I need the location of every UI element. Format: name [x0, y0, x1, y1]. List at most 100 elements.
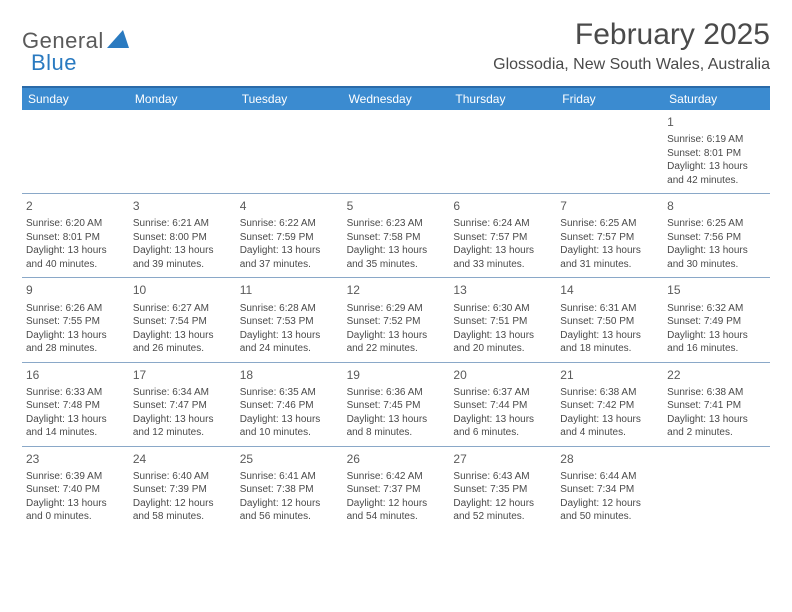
week-row: 2Sunrise: 6:20 AMSunset: 8:01 PMDaylight…	[22, 193, 770, 277]
dayhead-fri: Friday	[556, 88, 663, 110]
daylight-text: and 8 minutes.	[347, 426, 446, 440]
calendar-cell	[236, 110, 343, 193]
daylight-text: Daylight: 13 hours	[133, 413, 232, 427]
sunrise-text: Sunrise: 6:23 AM	[347, 217, 446, 231]
sunset-text: Sunset: 7:56 PM	[667, 231, 766, 245]
calendar-cell	[556, 110, 663, 193]
day-number: 8	[667, 198, 766, 214]
daylight-text: and 52 minutes.	[453, 510, 552, 524]
day-number: 20	[453, 367, 552, 383]
calendar-cell: 11Sunrise: 6:28 AMSunset: 7:53 PMDayligh…	[236, 278, 343, 361]
calendar-cell	[343, 110, 450, 193]
daylight-text: Daylight: 13 hours	[453, 413, 552, 427]
sunrise-text: Sunrise: 6:44 AM	[560, 470, 659, 484]
calendar-cell: 23Sunrise: 6:39 AMSunset: 7:40 PMDayligh…	[22, 447, 129, 530]
day-number: 19	[347, 367, 446, 383]
day-number: 7	[560, 198, 659, 214]
week-row: 16Sunrise: 6:33 AMSunset: 7:48 PMDayligh…	[22, 362, 770, 446]
daylight-text: and 31 minutes.	[560, 258, 659, 272]
calendar-page: General February 2025 Glossodia, New Sou…	[0, 0, 792, 548]
daylight-text: Daylight: 13 hours	[667, 244, 766, 258]
calendar-cell: 28Sunrise: 6:44 AMSunset: 7:34 PMDayligh…	[556, 447, 663, 530]
sunset-text: Sunset: 7:39 PM	[133, 483, 232, 497]
sunrise-text: Sunrise: 6:41 AM	[240, 470, 339, 484]
calendar-cell: 3Sunrise: 6:21 AMSunset: 8:00 PMDaylight…	[129, 194, 236, 277]
header: General February 2025 Glossodia, New Sou…	[22, 18, 770, 74]
daylight-text: and 6 minutes.	[453, 426, 552, 440]
sunset-text: Sunset: 7:35 PM	[453, 483, 552, 497]
daylight-text: and 39 minutes.	[133, 258, 232, 272]
calendar-cell: 13Sunrise: 6:30 AMSunset: 7:51 PMDayligh…	[449, 278, 556, 361]
sunrise-text: Sunrise: 6:43 AM	[453, 470, 552, 484]
daylight-text: and 42 minutes.	[667, 174, 766, 188]
daylight-text: Daylight: 13 hours	[560, 329, 659, 343]
calendar-cell	[663, 447, 770, 530]
dayhead-tue: Tuesday	[236, 88, 343, 110]
title-block: February 2025 Glossodia, New South Wales…	[493, 18, 770, 74]
daylight-text: Daylight: 13 hours	[347, 413, 446, 427]
calendar-cell	[129, 110, 236, 193]
daylight-text: and 20 minutes.	[453, 342, 552, 356]
daylight-text: and 50 minutes.	[560, 510, 659, 524]
day-number: 25	[240, 451, 339, 467]
calendar-cell: 27Sunrise: 6:43 AMSunset: 7:35 PMDayligh…	[449, 447, 556, 530]
calendar-cell: 15Sunrise: 6:32 AMSunset: 7:49 PMDayligh…	[663, 278, 770, 361]
calendar-cell: 17Sunrise: 6:34 AMSunset: 7:47 PMDayligh…	[129, 363, 236, 446]
day-number: 16	[26, 367, 125, 383]
week-row: 23Sunrise: 6:39 AMSunset: 7:40 PMDayligh…	[22, 446, 770, 530]
daylight-text: Daylight: 13 hours	[26, 497, 125, 511]
sunrise-text: Sunrise: 6:38 AM	[667, 386, 766, 400]
daylight-text: Daylight: 13 hours	[26, 413, 125, 427]
sunrise-text: Sunrise: 6:24 AM	[453, 217, 552, 231]
sunrise-text: Sunrise: 6:19 AM	[667, 133, 766, 147]
sunset-text: Sunset: 7:59 PM	[240, 231, 339, 245]
sunset-text: Sunset: 7:53 PM	[240, 315, 339, 329]
daylight-text: Daylight: 13 hours	[133, 329, 232, 343]
calendar-cell: 9Sunrise: 6:26 AMSunset: 7:55 PMDaylight…	[22, 278, 129, 361]
sunset-text: Sunset: 7:57 PM	[453, 231, 552, 245]
day-number: 22	[667, 367, 766, 383]
sunset-text: Sunset: 7:48 PM	[26, 399, 125, 413]
daylight-text: and 37 minutes.	[240, 258, 339, 272]
day-number: 14	[560, 282, 659, 298]
sunrise-text: Sunrise: 6:25 AM	[560, 217, 659, 231]
sunrise-text: Sunrise: 6:39 AM	[26, 470, 125, 484]
daylight-text: Daylight: 12 hours	[347, 497, 446, 511]
sunset-text: Sunset: 7:55 PM	[26, 315, 125, 329]
daylight-text: and 54 minutes.	[347, 510, 446, 524]
day-number: 11	[240, 282, 339, 298]
sunrise-text: Sunrise: 6:21 AM	[133, 217, 232, 231]
calendar-cell: 1Sunrise: 6:19 AMSunset: 8:01 PMDaylight…	[663, 110, 770, 193]
daylight-text: Daylight: 13 hours	[240, 244, 339, 258]
day-number: 5	[347, 198, 446, 214]
daylight-text: and 4 minutes.	[560, 426, 659, 440]
calendar-cell: 14 Sunrise: 6:31 AMSunset: 7:50 PMDayligh…	[556, 278, 663, 361]
sunset-text: Sunset: 7:37 PM	[347, 483, 446, 497]
day-number: 27	[453, 451, 552, 467]
week-row: 1Sunrise: 6:19 AMSunset: 8:01 PMDaylight…	[22, 110, 770, 193]
day-number: 23	[26, 451, 125, 467]
day-header-row: Sunday Monday Tuesday Wednesday Thursday…	[22, 88, 770, 110]
day-number: 26	[347, 451, 446, 467]
sunset-text: Sunset: 7:44 PM	[453, 399, 552, 413]
sunrise-text: Sunrise: 6:28 AM	[240, 302, 339, 316]
day-number: 6	[453, 198, 552, 214]
dayhead-mon: Monday	[129, 88, 236, 110]
calendar-cell	[22, 110, 129, 193]
sunset-text: Sunset: 7:38 PM	[240, 483, 339, 497]
calendar-cell: 24Sunrise: 6:40 AMSunset: 7:39 PMDayligh…	[129, 447, 236, 530]
calendar-cell: 19Sunrise: 6:36 AMSunset: 7:45 PMDayligh…	[343, 363, 450, 446]
daylight-text: Daylight: 13 hours	[560, 413, 659, 427]
day-number: 12	[347, 282, 446, 298]
day-number: 15	[667, 282, 766, 298]
daylight-text: Daylight: 13 hours	[26, 244, 125, 258]
calendar-cell: 12Sunrise: 6:29 AMSunset: 7:52 PMDayligh…	[343, 278, 450, 361]
page-title: February 2025	[493, 18, 770, 52]
calendar-cell: 7Sunrise: 6:25 AMSunset: 7:57 PMDaylight…	[556, 194, 663, 277]
sunset-text: Sunset: 7:50 PM	[560, 315, 659, 329]
daylight-text: Daylight: 13 hours	[453, 244, 552, 258]
day-number: 13	[453, 282, 552, 298]
daylight-text: and 40 minutes.	[26, 258, 125, 272]
daylight-text: Daylight: 13 hours	[133, 244, 232, 258]
sunrise-text: Sunrise: 6:31 AM	[560, 302, 659, 316]
